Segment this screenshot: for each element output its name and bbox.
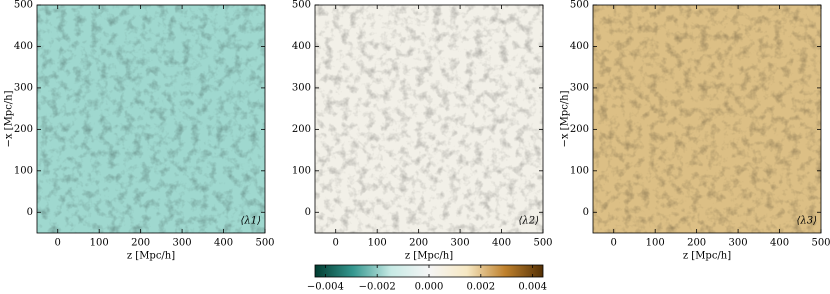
colorbar-tick-label: 0.004 — [518, 282, 547, 291]
colorbar-tick-label: −0.004 — [307, 282, 344, 291]
x-tick-label: 500 — [811, 238, 830, 249]
x-tick-label: 200 — [409, 238, 428, 249]
x-tick-label: 0 — [611, 238, 617, 249]
y-tick-label: 100 — [14, 165, 33, 176]
x-tick-label: 200 — [687, 238, 706, 249]
y-tick-label: 100 — [292, 165, 311, 176]
y-tick-label: 500 — [14, 0, 33, 11]
y-tick-label: 400 — [570, 41, 589, 52]
x-tick-label: 100 — [90, 238, 109, 249]
axes-frame — [314, 4, 544, 234]
x-tick-label: 500 — [255, 238, 274, 249]
y-tick-label: 200 — [570, 124, 589, 135]
y-tick-label: 0 — [27, 207, 33, 218]
panel-annotation: ⟨λ1⟩ — [240, 216, 261, 227]
x-tick-label: 400 — [214, 238, 233, 249]
panel-annotation: ⟨λ3⟩ — [796, 216, 817, 227]
y-tick-label: 200 — [14, 124, 33, 135]
heatmap-texture — [315, 5, 543, 233]
x-tick-label: 0 — [55, 238, 61, 249]
x-axis-label: z [Mpc/h] — [405, 251, 453, 262]
axes-frame — [592, 4, 822, 234]
colorbar-tick-label: −0.002 — [359, 282, 396, 291]
y-tick-label: 500 — [292, 0, 311, 11]
x-tick-label: 400 — [492, 238, 511, 249]
x-axis-label: z [Mpc/h] — [127, 251, 175, 262]
x-tick-label: 300 — [451, 238, 470, 249]
y-axis-label: −x [Mpc/h] — [560, 90, 571, 147]
heatmap-texture — [37, 5, 265, 233]
y-tick-label: 500 — [570, 0, 589, 11]
y-tick-label: 0 — [305, 207, 311, 218]
x-tick-label: 200 — [131, 238, 150, 249]
x-axis-label: z [Mpc/h] — [683, 251, 731, 262]
x-tick-label: 400 — [770, 238, 789, 249]
y-tick-label: 300 — [292, 82, 311, 93]
x-tick-label: 0 — [333, 238, 339, 249]
y-tick-label: 0 — [583, 207, 589, 218]
y-axis-label: −x [Mpc/h] — [4, 90, 15, 147]
y-tick-label: 400 — [14, 41, 33, 52]
x-tick-label: 100 — [646, 238, 665, 249]
y-tick-label: 100 — [570, 165, 589, 176]
y-tick-label: 200 — [292, 124, 311, 135]
y-tick-label: 400 — [292, 41, 311, 52]
colorbar-tick-label: 0.002 — [466, 282, 495, 291]
y-tick-label: 300 — [570, 82, 589, 93]
axes-frame — [36, 4, 266, 234]
panel-annotation: ⟨λ2⟩ — [518, 216, 539, 227]
x-tick-label: 300 — [729, 238, 748, 249]
x-tick-label: 300 — [173, 238, 192, 249]
colorbar-tick-label: 0.000 — [415, 282, 444, 291]
x-tick-label: 500 — [533, 238, 552, 249]
heatmap-texture — [593, 5, 821, 233]
x-tick-label: 100 — [368, 238, 387, 249]
y-tick-label: 300 — [14, 82, 33, 93]
